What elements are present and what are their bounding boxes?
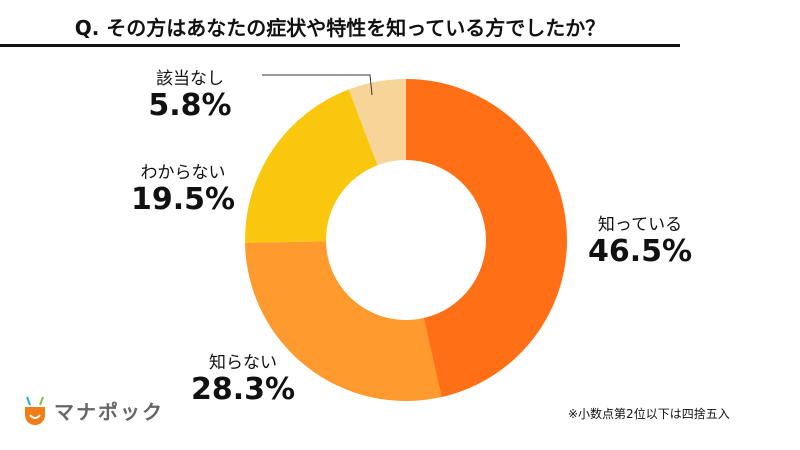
leader-line bbox=[262, 74, 373, 96]
label-unknown: わからない 19.5% bbox=[128, 158, 238, 217]
logo-icon bbox=[25, 396, 45, 425]
logo: マナポック bbox=[22, 395, 164, 425]
category-label: 該当なし bbox=[156, 69, 224, 89]
rounding-note: ※小数点第2位以下は四捨五入 bbox=[568, 407, 730, 421]
donut-slice-3 bbox=[245, 89, 378, 243]
donut-slice-4 bbox=[348, 79, 406, 166]
chart-title: Q. その方はあなたの症状や特性を知っている方でしたか？ bbox=[74, 16, 606, 40]
value-label: 46.5% bbox=[587, 234, 693, 269]
value-label: 19.5% bbox=[130, 182, 236, 217]
category-label: 知らない bbox=[209, 353, 277, 373]
donut-slice-2 bbox=[245, 241, 442, 401]
logo-text: マナポック bbox=[54, 399, 164, 424]
category-label: わからない bbox=[140, 163, 226, 183]
value-label: 28.3% bbox=[190, 372, 296, 407]
value-label: 5.8% bbox=[148, 88, 232, 123]
label-known: 知っている 46.5% bbox=[585, 210, 695, 269]
donut-slice-1 bbox=[406, 79, 568, 398]
title-underline bbox=[0, 44, 680, 47]
label-not-applicable: 該当なし 5.8% bbox=[140, 64, 240, 123]
label-not-known: 知らない 28.3% bbox=[188, 348, 298, 407]
category-label: 知っている bbox=[597, 215, 683, 235]
